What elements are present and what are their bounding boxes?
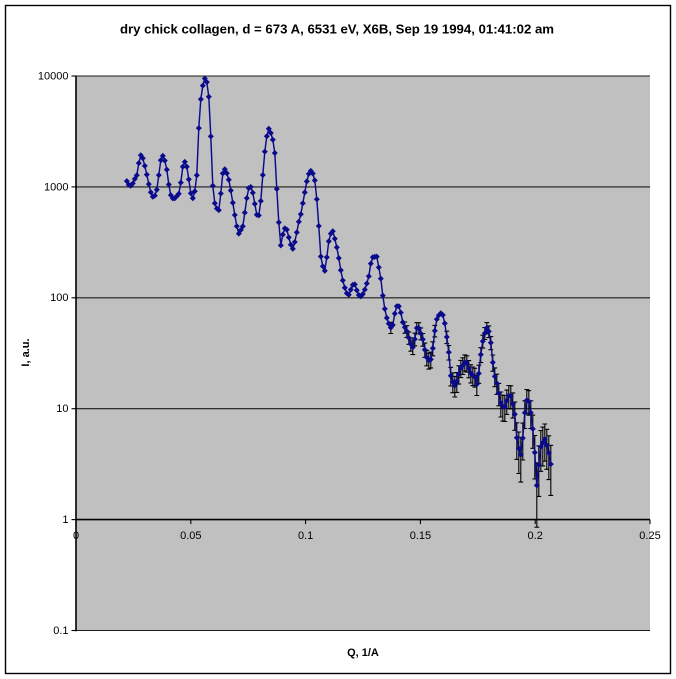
svg-text:10000: 10000 [38,70,69,82]
svg-text:dry chick collagen, d = 673 A,: dry chick collagen, d = 673 A, 6531 eV, … [120,22,554,37]
svg-text:0.1: 0.1 [53,625,68,637]
svg-text:0: 0 [73,530,79,542]
svg-text:Q, 1/A: Q, 1/A [347,647,379,659]
svg-text:0.1: 0.1 [298,530,313,542]
svg-text:0.25: 0.25 [639,530,660,542]
svg-text:10: 10 [56,403,68,415]
svg-text:100: 100 [50,292,68,304]
svg-text:0.2: 0.2 [528,530,543,542]
svg-text:0.15: 0.15 [410,530,431,542]
svg-text:I, a.u.: I, a.u. [20,338,32,366]
svg-text:1000: 1000 [44,181,68,193]
svg-text:0.05: 0.05 [180,530,201,542]
svg-text:1: 1 [62,514,68,526]
